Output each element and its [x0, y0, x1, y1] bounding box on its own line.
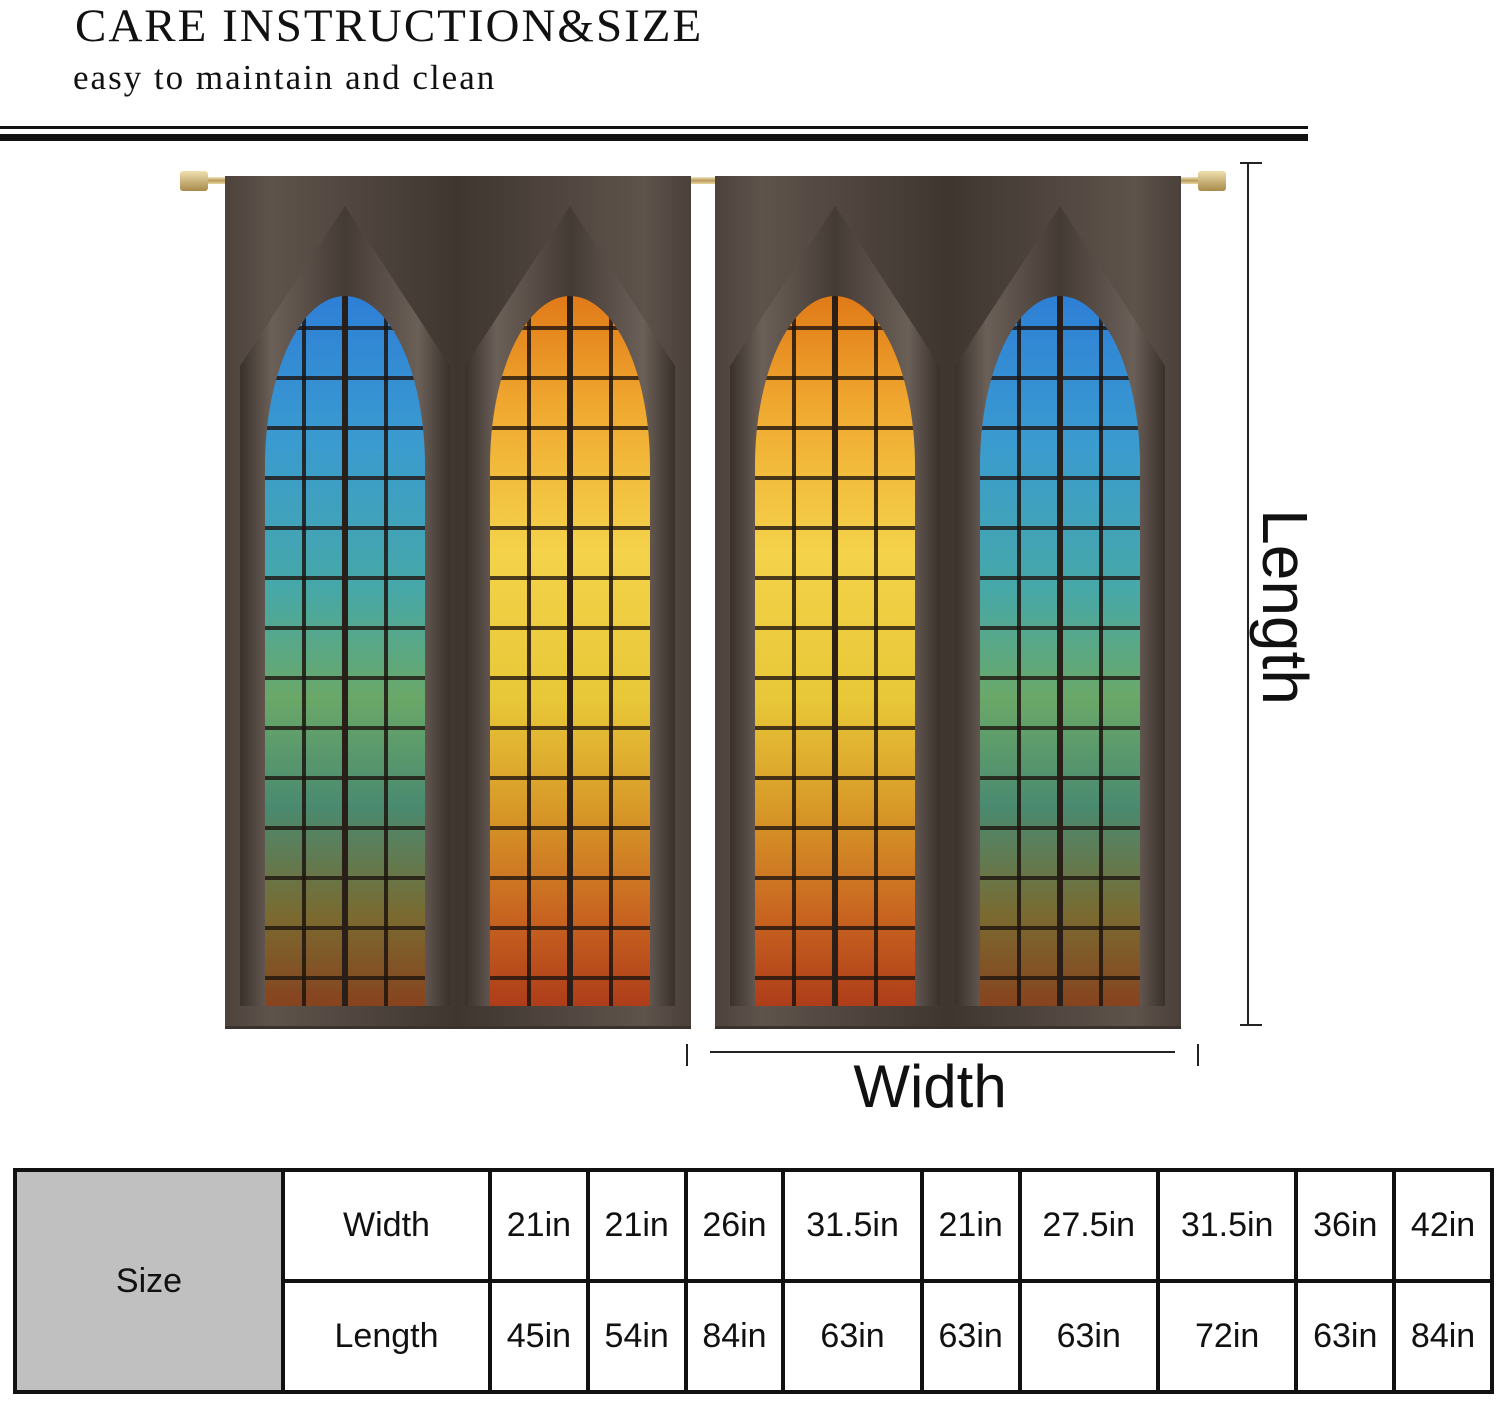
page-title: CARE INSTRUCTION&SIZE — [75, 0, 704, 52]
length-cell: 63in — [1017, 1279, 1160, 1394]
rod-finial-left — [180, 171, 208, 191]
stained-glass-window — [490, 296, 650, 1006]
width-cell: 21in — [585, 1168, 688, 1283]
width-cell: 26in — [683, 1168, 786, 1283]
divider — [0, 134, 1308, 141]
length-arrow — [1247, 163, 1249, 1025]
size-table: Size Width 21in 21in 26in 31.5in 21in 27… — [13, 1168, 1494, 1394]
width-tick — [686, 1044, 688, 1066]
length-cell: 72in — [1155, 1279, 1299, 1394]
length-cell: 63in — [919, 1279, 1022, 1394]
window-frame — [955, 206, 1165, 1006]
width-cell: 36in — [1294, 1168, 1397, 1283]
width-tick — [1197, 1044, 1199, 1066]
length-cell: 84in — [683, 1279, 786, 1394]
table-row: Length 45in 54in 84in 63in 63in 63in 72i… — [15, 1279, 1494, 1394]
length-tick — [1240, 162, 1262, 164]
window-frame — [730, 206, 940, 1006]
row-label-length: Length — [281, 1279, 492, 1394]
stained-glass-window — [265, 296, 425, 1006]
length-cell: 45in — [488, 1279, 590, 1394]
width-cell: 27.5in — [1017, 1168, 1160, 1283]
curtain-panel-right — [715, 176, 1181, 1029]
divider — [0, 126, 1308, 129]
width-label: Width — [853, 1053, 1007, 1120]
width-arrow — [710, 1051, 1175, 1053]
stained-glass-window — [755, 296, 915, 1006]
stained-glass-window — [980, 296, 1140, 1006]
length-cell: 54in — [585, 1279, 688, 1394]
rod-finial-right — [1198, 171, 1226, 191]
curtain-panel-left — [225, 176, 691, 1029]
width-cell: 21in — [488, 1168, 590, 1283]
length-cell: 63in — [781, 1279, 924, 1394]
curtain-rod — [182, 177, 1225, 184]
page-subtitle: easy to maintain and clean — [73, 58, 497, 97]
window-frame — [465, 206, 675, 1006]
row-label-width: Width — [281, 1168, 492, 1283]
width-cell: 21in — [919, 1168, 1022, 1283]
length-cell: 63in — [1294, 1279, 1397, 1394]
length-cell: 84in — [1392, 1279, 1494, 1394]
length-label: Length — [1249, 509, 1321, 705]
table-row: Size Width 21in 21in 26in 31.5in 21in 27… — [13, 1168, 1494, 1394]
width-cell: 31.5in — [781, 1168, 924, 1283]
window-frame — [240, 206, 450, 1006]
width-cell: 31.5in — [1155, 1168, 1299, 1283]
width-cell: 42in — [1392, 1168, 1494, 1283]
size-header: Size — [13, 1168, 285, 1394]
length-tick — [1240, 1024, 1262, 1026]
